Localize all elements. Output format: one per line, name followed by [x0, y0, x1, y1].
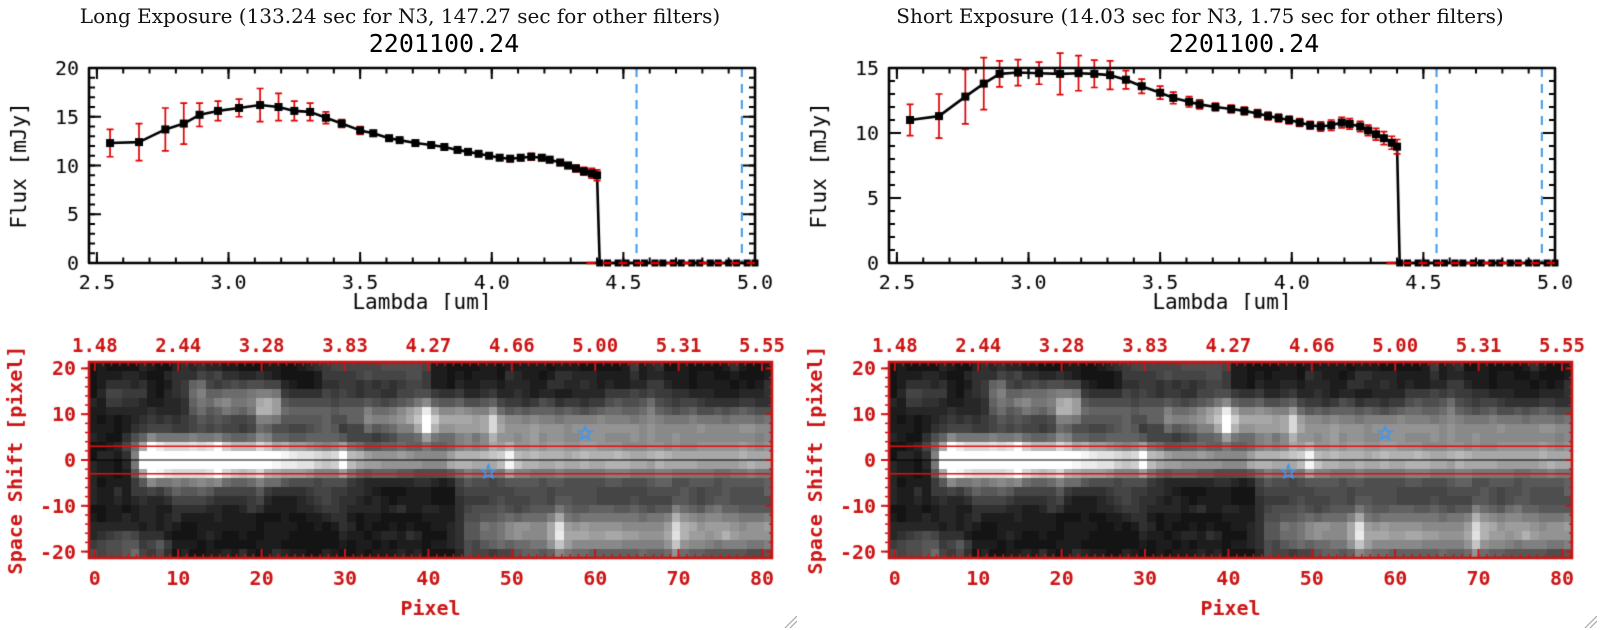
long-exposure-panel: Long Exposure (133.24 sec for N3, 147.27… [0, 4, 800, 630]
short-exposure-panel: Short Exposure (14.03 sec for N3, 1.75 s… [800, 0, 1600, 630]
resize-grip[interactable] [1579, 610, 1597, 628]
resize-grip[interactable] [779, 610, 797, 628]
long-exposure-title: Long Exposure (133.24 sec for N3, 147.27… [79, 4, 721, 28]
short-exposure-flux-plot [800, 48, 1600, 310]
short-exposure-title: Short Exposure (14.03 sec for N3, 1.75 s… [896, 4, 1504, 28]
long-exposure-spectral-image [0, 310, 800, 630]
short-exposure-spectral-image [800, 310, 1600, 630]
long-exposure-flux-plot [0, 48, 800, 310]
